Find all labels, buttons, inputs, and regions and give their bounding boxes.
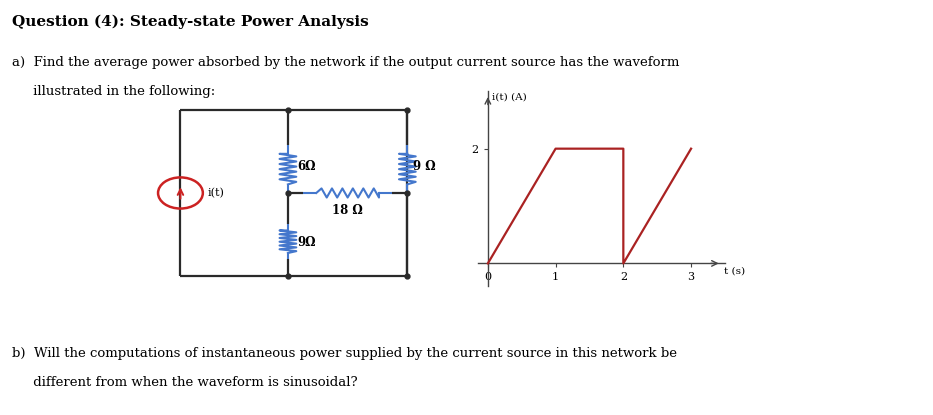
Text: 18 Ω: 18 Ω: [332, 204, 363, 217]
Text: 9Ω: 9Ω: [298, 236, 316, 249]
Text: a)  Find the average power absorbed by the network if the output current source : a) Find the average power absorbed by th…: [12, 56, 679, 69]
Text: i(t) (A): i(t) (A): [492, 93, 526, 102]
Text: t (s): t (s): [724, 266, 745, 275]
Text: illustrated in the following:: illustrated in the following:: [12, 85, 216, 98]
Text: b)  Will the computations of instantaneous power supplied by the current source : b) Will the computations of instantaneou…: [12, 347, 677, 359]
Text: Question (4): Steady-state Power Analysis: Question (4): Steady-state Power Analysi…: [12, 15, 369, 29]
Text: 6Ω: 6Ω: [298, 159, 316, 173]
Text: 9 Ω: 9 Ω: [413, 159, 436, 173]
Text: i(t): i(t): [207, 188, 224, 198]
Text: different from when the waveform is sinusoidal?: different from when the waveform is sinu…: [12, 376, 357, 388]
